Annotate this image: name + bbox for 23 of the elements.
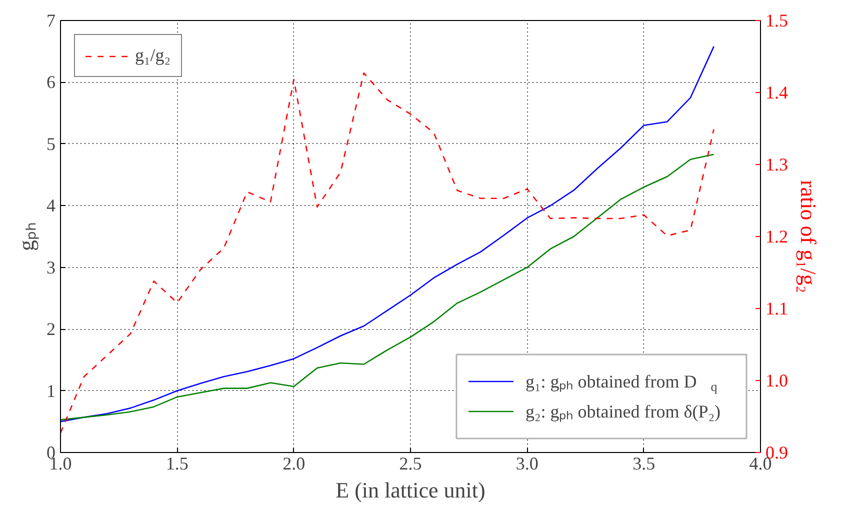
x-tick-label: 3.5 — [632, 454, 656, 474]
y2-tick-label: 1.1 — [766, 298, 788, 318]
y-axis-title: gₚₕ — [14, 222, 40, 251]
x-tick-label: 3.0 — [516, 454, 538, 474]
y2-tick-label: 1.2 — [766, 226, 788, 246]
y-tick-label: 6 — [46, 72, 56, 92]
y-tick-label: 5 — [46, 134, 56, 154]
legend-label: g₁/g₂ — [135, 45, 171, 66]
y-tick-label: 7 — [46, 10, 56, 30]
y-tick-label: 2 — [46, 319, 56, 340]
y2-tick-label: 1.0 — [766, 370, 788, 390]
y-tick-label: 1 — [46, 380, 56, 401]
legend-label: g₂: gₚₕ obtained from δ(P₂) — [525, 402, 720, 422]
y-tick-label: 3 — [46, 257, 56, 278]
x-tick-label: 1.5 — [166, 454, 188, 474]
x-tick-label: 2.5 — [399, 454, 422, 474]
x-axis-title: E (in lattice unit) — [336, 478, 486, 502]
x-tick-label: 2.0 — [282, 454, 306, 474]
y-tick-label: 4 — [46, 196, 56, 216]
y2-axis-title: ratio of g₁/g₂ — [796, 180, 821, 294]
y2-tick-label: 1.5 — [766, 10, 788, 30]
y2-tick-label: 1.3 — [766, 154, 788, 174]
y2-tick-label: 1.4 — [766, 82, 788, 102]
